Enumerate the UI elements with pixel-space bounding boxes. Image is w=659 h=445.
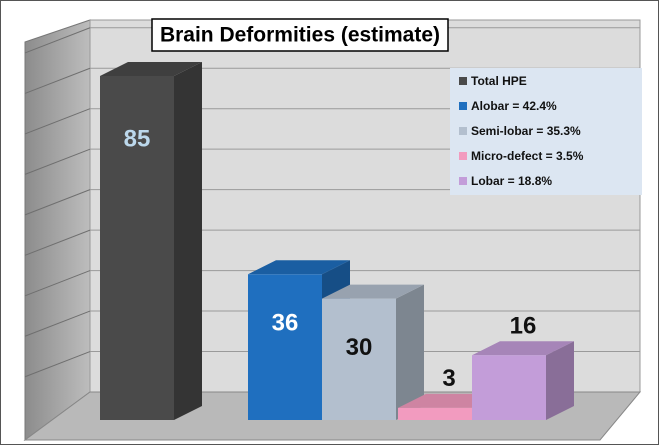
grid-line-side <box>24 351 91 378</box>
grid-line-side <box>24 148 91 175</box>
legend-label: Micro-defect = 3.5% <box>471 149 584 163</box>
legend-label: Semi-lobar = 35.3% <box>471 124 581 138</box>
title-box <box>151 18 449 52</box>
bar <box>248 274 322 420</box>
legend-swatch <box>459 177 467 185</box>
bar <box>472 355 546 420</box>
legend-label: Lobar = 18.8% <box>471 174 552 188</box>
grid-line-side <box>24 229 91 256</box>
grid-line-side <box>24 67 91 94</box>
grid-line-side <box>24 27 91 54</box>
bar-top <box>100 62 202 76</box>
grid-line-side <box>24 270 91 297</box>
legend-label: Total HPE <box>471 74 527 88</box>
bar-side <box>174 62 202 420</box>
legend-label: Alobar = 42.4% <box>471 99 557 113</box>
data-label: 36 <box>272 310 299 337</box>
bar-top <box>472 341 574 356</box>
bar <box>100 76 174 420</box>
data-label: 16 <box>510 313 537 340</box>
bar <box>322 298 396 420</box>
data-label: 3 <box>442 365 455 392</box>
legend-swatch <box>459 127 467 135</box>
legend <box>450 68 642 195</box>
data-label: 85 <box>124 125 151 152</box>
bar-top <box>322 284 424 299</box>
legend-swatch <box>459 102 467 110</box>
grid-line-side <box>24 310 91 337</box>
grid-line-side <box>24 108 91 135</box>
legend-swatch <box>459 152 467 160</box>
bar <box>398 407 472 420</box>
bar-top <box>248 260 350 275</box>
left-wall <box>24 19 91 441</box>
bar-side <box>546 341 574 420</box>
grid-line-side <box>24 189 91 216</box>
data-label: 30 <box>346 334 373 361</box>
chart-title: Brain Deformities (estimate) <box>160 24 440 47</box>
bar-side <box>396 284 424 420</box>
legend-swatch <box>459 77 467 85</box>
